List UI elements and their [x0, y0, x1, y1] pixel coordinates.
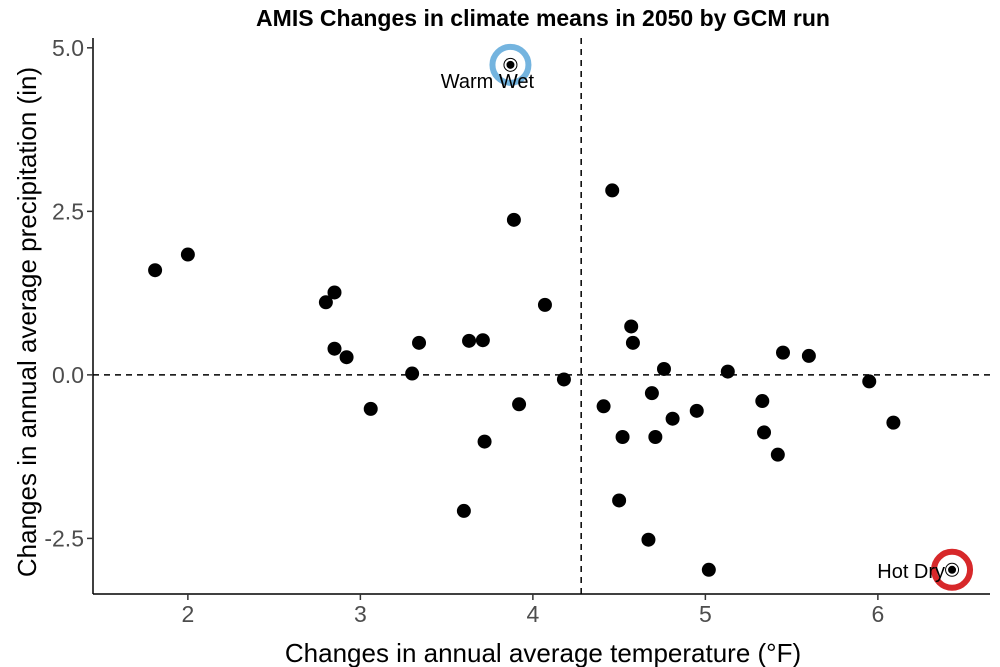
highlight-label: Hot Dry: [877, 561, 945, 583]
y-tick-label: 0.0: [52, 362, 84, 388]
data-point: [801, 348, 816, 363]
highlight-label: Warm Wet: [441, 71, 535, 93]
data-point: [462, 333, 477, 348]
data-point: [641, 532, 656, 547]
highlight-point: [946, 563, 959, 576]
data-point: [886, 415, 901, 430]
y-tick-label: -2.5: [44, 525, 84, 551]
x-tick-label: 5: [699, 601, 712, 627]
data-point: [475, 333, 490, 348]
data-point: [615, 430, 630, 445]
x-tick-label: 3: [354, 601, 367, 627]
data-point: [648, 430, 663, 445]
highlight-ring: [489, 43, 532, 86]
x-axis-title: Changes in annual average temperature (°…: [285, 638, 801, 667]
data-point: [148, 263, 163, 278]
data-point: [720, 364, 735, 379]
data-point: [318, 295, 333, 310]
data-point: [556, 372, 571, 387]
data-point: [770, 447, 785, 462]
chart-title: AMIS Changes in climate means in 2050 by…: [256, 5, 830, 31]
x-tick-label: 2: [181, 601, 194, 627]
data-point: [327, 285, 342, 300]
data-point: [755, 394, 770, 409]
data-point: [405, 366, 420, 381]
y-tick-label: 2.5: [52, 198, 84, 224]
highlight-ring: [931, 548, 974, 591]
data-point: [625, 335, 640, 350]
data-point: [596, 399, 611, 414]
data-point: [339, 350, 354, 365]
data-point: [612, 493, 627, 508]
highlight-point: [504, 58, 517, 71]
data-point: [624, 319, 639, 334]
y-tick-label: 5.0: [52, 35, 84, 61]
data-point: [701, 562, 716, 577]
data-point: [512, 397, 527, 412]
data-point: [757, 425, 772, 440]
data-point: [412, 335, 427, 350]
data-point: [506, 212, 521, 227]
plot-area: 2 3 4 5 6 -2.5 0.0 2.5 5.0 Warm Wet Hot Dry: [44, 35, 990, 627]
data-point: [327, 341, 342, 356]
data-point: [776, 345, 790, 360]
data-point: [665, 411, 680, 426]
x-tick-label: 4: [526, 601, 539, 627]
data-point: [363, 401, 378, 416]
data-point: [605, 183, 620, 198]
data-point: [689, 403, 704, 418]
data-point: [456, 503, 471, 518]
data-point: [180, 247, 195, 262]
data-point: [537, 297, 552, 312]
data-point: [644, 386, 659, 401]
data-point: [477, 434, 492, 449]
x-tick-label: 6: [871, 601, 884, 627]
data-point: [656, 361, 671, 376]
y-axis-title: Changes in annual average precipitation …: [12, 67, 42, 577]
data-point: [862, 374, 877, 389]
